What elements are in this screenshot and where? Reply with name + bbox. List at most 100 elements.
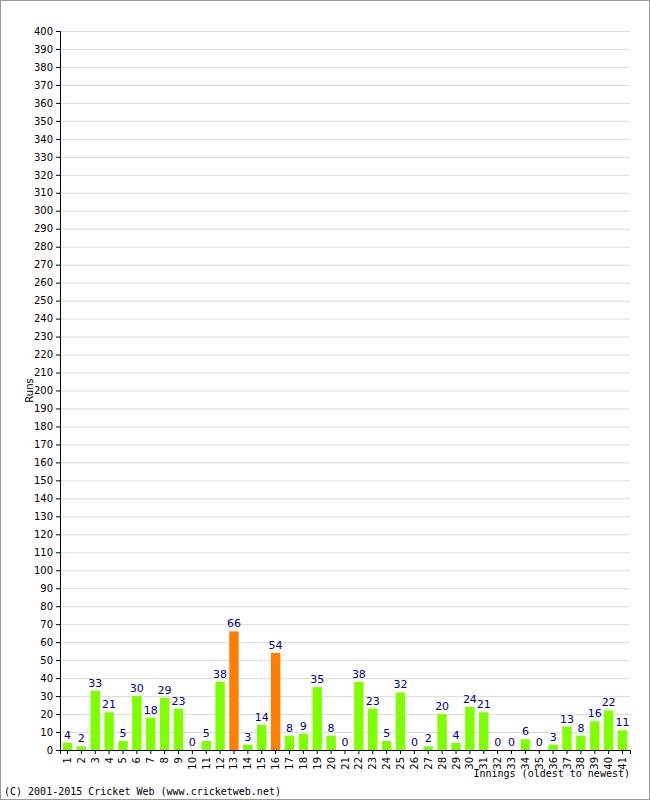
y-tick-mark bbox=[56, 642, 60, 643]
x-tick: 23 bbox=[367, 750, 378, 770]
y-tick-mark bbox=[56, 157, 60, 158]
grid-line bbox=[60, 301, 630, 302]
x-axis-line bbox=[61, 751, 631, 755]
data-label: 16 bbox=[588, 707, 602, 720]
y-axis: 0102030405060708090100110120130140150160… bbox=[34, 26, 61, 756]
data-label: 14 bbox=[255, 711, 269, 724]
grid-line bbox=[60, 247, 630, 248]
bar bbox=[410, 750, 419, 751]
x-tick-label: 26 bbox=[409, 757, 420, 770]
data-label: 4 bbox=[64, 729, 71, 742]
data-label: 2 bbox=[425, 732, 432, 745]
grid-line bbox=[60, 588, 630, 589]
y-tick: 170 bbox=[34, 439, 60, 450]
chart: 0102030405060708090100110120130140150160… bbox=[0, 0, 650, 800]
y-tick-label: 250 bbox=[34, 295, 53, 306]
x-tick: 38 bbox=[575, 750, 586, 770]
data-label: 0 bbox=[411, 736, 418, 749]
x-tick-mark bbox=[289, 750, 290, 754]
x-tick-mark bbox=[372, 750, 373, 754]
data-label: 38 bbox=[213, 668, 227, 681]
grid-line bbox=[60, 552, 630, 553]
y-tick-mark bbox=[56, 588, 60, 589]
x-tick: 2 bbox=[76, 750, 87, 763]
y-tick: 0 bbox=[47, 745, 60, 756]
x-tick: 7 bbox=[145, 750, 156, 763]
x-tick-mark bbox=[428, 750, 429, 754]
x-tick: 13 bbox=[228, 750, 239, 770]
bar bbox=[507, 750, 516, 751]
bar bbox=[160, 698, 169, 750]
data-label: 21 bbox=[102, 698, 116, 711]
x-tick-label: 22 bbox=[353, 757, 364, 770]
y-tick: 400 bbox=[34, 26, 60, 37]
data-label: 20 bbox=[435, 700, 449, 713]
x-tick-label: 15 bbox=[256, 757, 267, 770]
y-tick: 220 bbox=[34, 349, 60, 360]
data-label: 0 bbox=[536, 736, 543, 749]
x-tick: 15 bbox=[256, 750, 267, 770]
grid-line bbox=[60, 444, 630, 445]
x-tick: 36 bbox=[548, 750, 559, 770]
x-tick-mark bbox=[303, 750, 304, 754]
x-tick-label: 17 bbox=[284, 757, 295, 770]
y-tick: 340 bbox=[34, 134, 60, 145]
y-tick-mark bbox=[56, 624, 60, 625]
y-tick-mark bbox=[56, 355, 60, 356]
y-tick-label: 280 bbox=[34, 241, 53, 252]
y-tick: 140 bbox=[34, 493, 60, 504]
grid-line bbox=[60, 516, 630, 517]
x-tick-mark bbox=[442, 750, 443, 754]
y-tick: 90 bbox=[40, 583, 60, 594]
x-tick: 27 bbox=[423, 750, 434, 770]
y-tick-mark bbox=[56, 49, 60, 50]
y-tick: 300 bbox=[34, 205, 60, 216]
x-tick: 18 bbox=[298, 750, 309, 770]
bar bbox=[257, 725, 266, 750]
bar bbox=[368, 709, 377, 750]
y-tick: 200 bbox=[34, 385, 60, 396]
x-tick-label: 2 bbox=[76, 757, 87, 763]
x-tick: 6 bbox=[131, 750, 142, 763]
x-tick-mark bbox=[178, 750, 179, 754]
x-tick-label: 4 bbox=[104, 757, 115, 763]
data-label: 29 bbox=[158, 684, 172, 697]
y-tick: 320 bbox=[34, 170, 60, 181]
bar bbox=[382, 741, 391, 750]
grid-line bbox=[60, 175, 630, 176]
grid-line bbox=[60, 426, 630, 427]
y-tick-mark bbox=[56, 301, 60, 302]
data-label: 33 bbox=[88, 677, 102, 690]
x-tick-mark bbox=[206, 750, 207, 754]
x-axis-title: Innings (oldest to newest) bbox=[473, 768, 630, 779]
y-tick: 100 bbox=[34, 565, 60, 576]
bar bbox=[271, 653, 280, 750]
y-tick-label: 50 bbox=[40, 655, 53, 666]
y-tick-label: 340 bbox=[34, 134, 53, 145]
x-tick: 31 bbox=[478, 750, 489, 770]
x-tick: 16 bbox=[270, 750, 281, 770]
grid-line bbox=[60, 85, 630, 86]
bar bbox=[132, 696, 141, 750]
grid-line bbox=[60, 265, 630, 266]
x-tick-label: 18 bbox=[298, 757, 309, 770]
bar bbox=[91, 691, 100, 750]
bar bbox=[535, 750, 544, 751]
y-tick: 380 bbox=[34, 62, 60, 73]
y-tick-label: 290 bbox=[34, 223, 53, 234]
x-tick-label: 25 bbox=[395, 757, 406, 770]
y-tick-mark bbox=[56, 480, 60, 481]
y-tick-label: 400 bbox=[34, 26, 53, 37]
x-tick: 25 bbox=[395, 750, 406, 770]
data-label: 13 bbox=[560, 713, 574, 726]
bar bbox=[174, 709, 183, 750]
grid-line bbox=[60, 480, 630, 481]
x-tick-mark bbox=[220, 750, 221, 754]
x-tick-mark bbox=[469, 750, 470, 754]
x-tick-mark bbox=[553, 750, 554, 754]
grid-line bbox=[60, 606, 630, 607]
y-tick-mark bbox=[56, 211, 60, 212]
y-tick-label: 150 bbox=[34, 475, 53, 486]
y-tick: 20 bbox=[40, 709, 60, 720]
x-tick: 24 bbox=[381, 750, 392, 770]
